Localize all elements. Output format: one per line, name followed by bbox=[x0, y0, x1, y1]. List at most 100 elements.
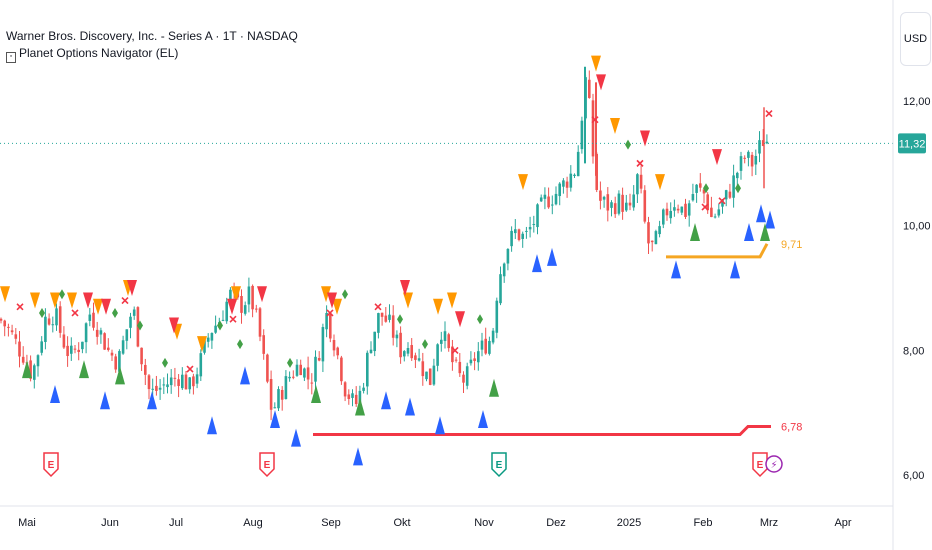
candle-body bbox=[99, 330, 103, 335]
candle-body bbox=[502, 263, 506, 277]
red-cross bbox=[701, 203, 709, 211]
candle-body bbox=[199, 353, 203, 377]
candle-body bbox=[410, 345, 413, 359]
candle-body bbox=[118, 351, 121, 372]
candle-body bbox=[713, 216, 717, 218]
candle-body bbox=[665, 208, 669, 216]
green-up-triangle bbox=[22, 360, 32, 379]
candle-body bbox=[18, 341, 21, 357]
candle-body bbox=[724, 190, 728, 200]
candle-body bbox=[514, 229, 517, 234]
candle-body bbox=[33, 365, 36, 380]
candle-body bbox=[539, 197, 543, 202]
candle-body bbox=[377, 313, 380, 333]
candle-body bbox=[81, 341, 84, 350]
candle-body bbox=[306, 367, 310, 380]
x-tick-label: Okt bbox=[393, 517, 410, 529]
candle-body bbox=[699, 183, 702, 188]
orange-down-triangle bbox=[30, 292, 40, 309]
candle-body bbox=[95, 329, 99, 337]
candle-body bbox=[362, 387, 365, 391]
last-price-label: 11,32 bbox=[899, 138, 926, 150]
candle-body bbox=[166, 384, 169, 388]
candle-body bbox=[750, 154, 754, 167]
green-diamond bbox=[397, 314, 403, 325]
candle-body bbox=[151, 388, 154, 390]
candle-body bbox=[340, 357, 343, 382]
candle-body bbox=[625, 202, 628, 211]
candle-body bbox=[695, 184, 698, 193]
dividend-badge: ⚡ bbox=[765, 455, 783, 473]
orange-down-triangle bbox=[518, 174, 528, 191]
candle-body bbox=[536, 204, 539, 228]
indicator-icon: ▫ bbox=[6, 52, 16, 63]
candle-body bbox=[469, 359, 473, 364]
blue-up-triangle bbox=[50, 385, 60, 404]
candle-body bbox=[395, 334, 399, 339]
candle-body bbox=[107, 347, 110, 350]
candle-body bbox=[169, 377, 173, 386]
candle-body bbox=[162, 384, 166, 386]
candle-body bbox=[173, 377, 177, 379]
x-tick-label: Apr bbox=[834, 517, 851, 529]
candle-body bbox=[155, 385, 158, 391]
candle-body bbox=[269, 379, 273, 410]
candle-body bbox=[292, 376, 295, 378]
candle-body bbox=[177, 379, 180, 386]
candle-body bbox=[280, 389, 284, 400]
chart-title[interactable]: Warner Bros. Discovery, Inc. - Series A … bbox=[6, 29, 298, 43]
candle-body bbox=[462, 374, 465, 383]
candle-body bbox=[77, 349, 80, 352]
candle-body bbox=[440, 339, 443, 344]
event-label: E bbox=[496, 460, 503, 471]
candle-body bbox=[676, 208, 680, 211]
green-diamond bbox=[703, 183, 709, 194]
orange-down-triangle bbox=[50, 292, 60, 309]
y-tick-label: 10,00 bbox=[903, 221, 931, 233]
x-tick-label: Feb bbox=[694, 517, 713, 529]
green-diamond bbox=[137, 320, 143, 331]
candle-body bbox=[414, 355, 417, 360]
indicator-legend[interactable]: ▫ Planet Options Navigator (EL) bbox=[6, 46, 178, 63]
red-down-triangle bbox=[596, 74, 606, 91]
blue-up-triangle bbox=[381, 391, 391, 410]
red-down-triangle bbox=[127, 280, 137, 297]
candle-body bbox=[454, 359, 458, 361]
candle-body bbox=[702, 189, 706, 194]
blue-up-triangle bbox=[100, 391, 110, 410]
candle-body bbox=[51, 324, 55, 326]
earnings-badge: E bbox=[491, 452, 507, 478]
blue-up-triangle bbox=[730, 260, 740, 279]
candle-body bbox=[747, 151, 750, 158]
candle-body bbox=[58, 306, 62, 333]
candle-body bbox=[617, 193, 621, 214]
candle-body bbox=[184, 374, 188, 390]
event-label: ⚡ bbox=[770, 460, 777, 471]
candle-body bbox=[477, 351, 480, 363]
y-tick-label: 8,00 bbox=[903, 345, 924, 357]
candle-body bbox=[192, 376, 195, 387]
candle-body bbox=[140, 347, 143, 365]
green-diamond bbox=[59, 289, 65, 300]
candle-body bbox=[354, 394, 358, 405]
candle-body bbox=[599, 190, 602, 201]
candle-body bbox=[643, 190, 647, 222]
candle-body bbox=[632, 194, 635, 208]
green-up-triangle bbox=[489, 378, 499, 397]
y-tick-label: 6,00 bbox=[903, 470, 924, 482]
indicator-name: Planet Options Navigator (EL) bbox=[19, 46, 179, 60]
red-cross bbox=[186, 365, 194, 373]
candle-body bbox=[443, 331, 447, 341]
y-tick-label: 12,00 bbox=[903, 96, 931, 108]
candle-body bbox=[521, 233, 524, 239]
earnings-badge: E bbox=[752, 452, 768, 478]
currency-button[interactable]: USD bbox=[900, 12, 931, 66]
candle-body bbox=[55, 308, 58, 326]
candle-body bbox=[373, 331, 376, 352]
candle-body bbox=[343, 382, 347, 397]
orange-down-triangle bbox=[433, 298, 443, 315]
candle-body bbox=[125, 329, 129, 341]
green-up-triangle bbox=[760, 222, 770, 241]
candle-body bbox=[662, 209, 665, 225]
